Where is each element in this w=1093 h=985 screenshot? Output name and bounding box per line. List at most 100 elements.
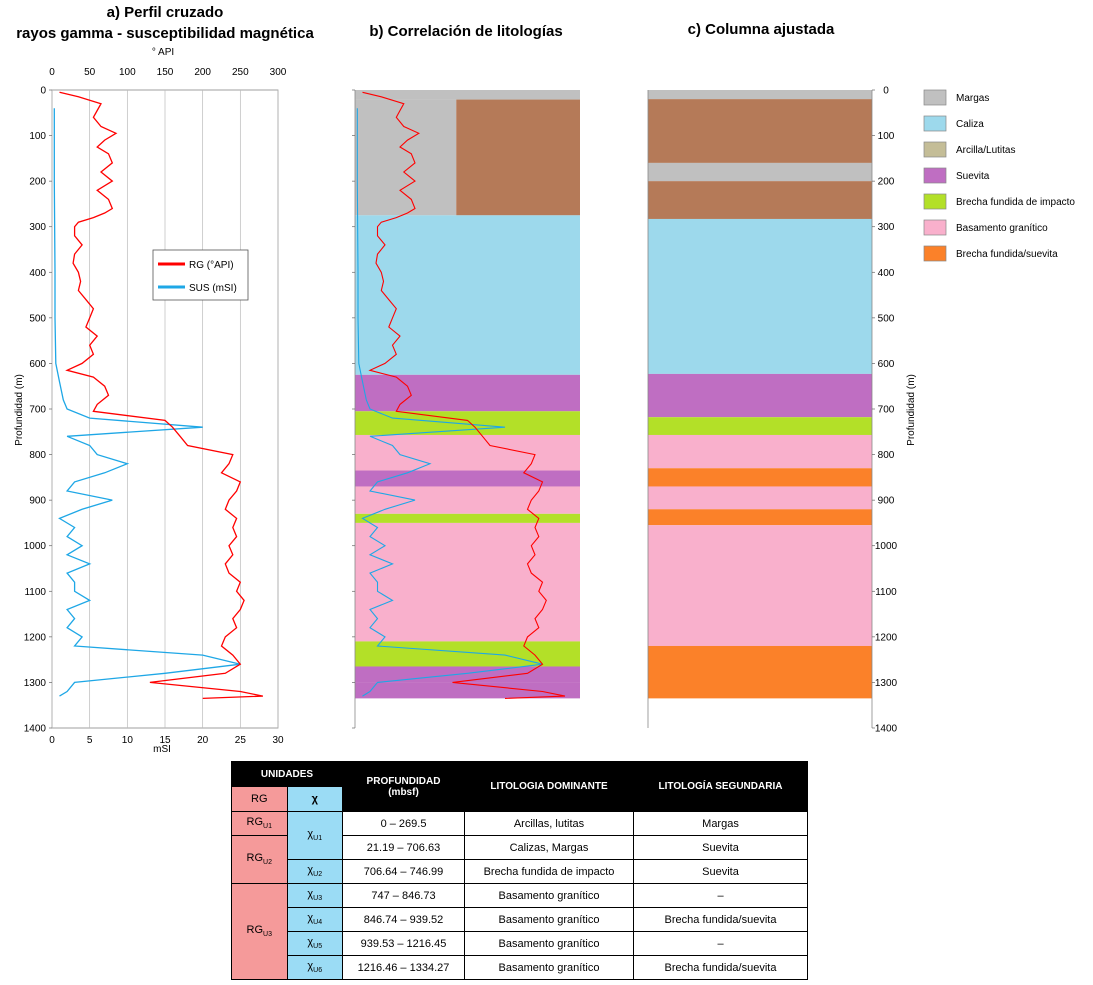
panel-c-y-tick-label: 300 — [878, 222, 895, 233]
table-row-6-depth: 939.53 – 1216.45 — [342, 931, 465, 956]
panel-c-y-tick-label: 600 — [878, 359, 895, 370]
panel-b-band-margas — [355, 99, 457, 216]
table-row-4-segundaria: – — [633, 883, 808, 908]
panel-a-top-ticks: 0 50 100 150 200 250 300 — [49, 67, 287, 78]
chi-u3-cell: χU3 — [286, 883, 343, 908]
panel-c-y-tick-label: 800 — [878, 450, 895, 461]
header-rg: RG — [231, 786, 288, 812]
panel-c-band — [648, 525, 872, 646]
panel-a-y-tick-label: 1200 — [24, 632, 47, 643]
table-row-5-dominante: Basamento granítico — [464, 907, 634, 932]
panel-c-adjusted-column: 0 100 200 300 400 500 600 700 800 900 1000 1100 1200… — [647, 86, 917, 735]
rg-u3-text: RG — [246, 924, 264, 937]
panel-a-crossplot: 0 50 100 150 200 250 300 0 5 10 15 20 25 30 0 100 200 3… — [14, 47, 287, 755]
panel-a-bottom-tick-label: 5 — [87, 735, 93, 746]
rg-u3-sub: U3 — [263, 931, 272, 939]
table-row-3-segundaria: Suevita — [633, 859, 808, 884]
table-row-7-dominante: Basamento granítico — [464, 955, 634, 980]
panel-a-y-tick-label: 1400 — [24, 724, 47, 735]
chi-u5-sub: U5 — [313, 943, 323, 951]
legend-label: Basamento granítico — [956, 223, 1048, 234]
chi-u5-cell: χU5 — [286, 931, 343, 956]
figure-canvas: a) Perfil cruzado rayos gamma - suscepti… — [14, 4, 1075, 755]
panel-b-sus-line — [356, 108, 543, 697]
panel-a-top-tick-label: 0 — [49, 67, 55, 78]
header-segundaria: LITOLOGÍA SEGUNDARIA — [633, 761, 808, 812]
panel-a-grid — [51, 90, 279, 728]
panel-c-y-tick-label: 900 — [878, 496, 895, 507]
panel-b-band — [355, 513, 580, 523]
chi-u6-cell: χU6 — [286, 955, 343, 980]
panel-a-top-tick-label: 50 — [84, 67, 96, 78]
table-row-1-segundaria: Margas — [633, 811, 808, 836]
panel-b-band-brown — [456, 99, 580, 216]
panel-a-top-tick-label: 200 — [194, 67, 211, 78]
header-dominante: LITOLOGIA DOMINANTE — [464, 761, 634, 812]
chi-u1-cell: χU1 — [286, 811, 343, 860]
chi-u2-cell: χU2 — [286, 859, 343, 884]
legend-swatch — [923, 193, 947, 210]
table-row-1-depth: 0 – 269.5 — [342, 811, 465, 836]
panel-a-bottom-tick-label: 20 — [197, 735, 209, 746]
table-row-5-depth: 846.74 – 939.52 — [342, 907, 465, 932]
chi-u4-sub: U4 — [313, 919, 323, 927]
table-row-7-segundaria: Brecha fundida/suevita — [633, 955, 808, 980]
panel-c-y-tick-label: 1000 — [875, 541, 898, 552]
title-b: b) Correlación de litologías — [369, 23, 562, 40]
series-rg-line — [59, 91, 264, 700]
panel-b-correlation — [352, 89, 580, 729]
legend-sus-label: SUS (mSI) — [189, 283, 237, 294]
chi-u1-sub: U1 — [313, 835, 323, 843]
panel-a-top-axis-label: ° API — [152, 47, 174, 58]
panel-b-bands — [355, 90, 580, 699]
table-row-3-dominante: Brecha fundida de impacto — [464, 859, 634, 884]
panel-a-y-tick-label: 1100 — [24, 587, 46, 598]
panel-c-y-tick-label: 200 — [878, 177, 895, 188]
panel-a-bottom-tick-label: 0 — [49, 735, 55, 746]
panel-a-top-tick-label: 250 — [232, 67, 249, 78]
panel-a-top-tick-label: 100 — [119, 67, 136, 78]
panel-a-bottom-tick-label: 25 — [235, 735, 247, 746]
panel-a-top-tick-label: 150 — [157, 67, 174, 78]
table-row-7-depth: 1216.46 – 1334.27 — [342, 955, 465, 980]
table-row-2-segundaria: Suevita — [633, 835, 808, 860]
panel-a-y-tick-label: 200 — [29, 177, 46, 188]
panel-a-y-tick-label: 900 — [29, 496, 46, 507]
panel-a-y-tick-label: 700 — [29, 405, 46, 416]
header-profundidad-unit: (mbsf) — [388, 786, 419, 798]
panel-a-y-tick-label: 1000 — [24, 541, 47, 552]
panel-c-y-axis-label: Profundidad (m) — [906, 374, 917, 446]
panel-b-y-ticks — [352, 89, 355, 729]
panel-c-band — [648, 90, 872, 100]
panel-b-band — [355, 522, 580, 642]
legend-label: Brecha fundida/suevita — [956, 249, 1058, 260]
panel-c-bands — [648, 90, 872, 699]
panel-a-bottom-tick-label: 15 — [159, 735, 171, 746]
chi-u1-text: χ — [307, 828, 314, 841]
panel-c-y-tick-label: 1300 — [875, 678, 898, 689]
table-row-5-segundaria: Brecha fundida/suevita — [633, 907, 808, 932]
table-row-3-depth: 706.64 – 746.99 — [342, 859, 465, 884]
panel-c-band — [648, 468, 872, 487]
panel-b-band — [355, 641, 580, 667]
series-sus-line — [53, 108, 241, 697]
panel-c-band — [648, 434, 872, 469]
chi-u6-sub: U6 — [313, 967, 323, 975]
rg-u1-cell: RGU1 — [231, 811, 288, 836]
table-row-2-dominante: Calizas, Margas — [464, 835, 634, 860]
panel-c-y-ticks: 0 100 200 300 400 500 600 700 800 900 1000 1100 1200… — [872, 86, 898, 735]
chi-u2-sub: U2 — [313, 871, 323, 879]
rg-u2-cell: RGU2 — [231, 835, 288, 884]
panel-a-y-ticks: 0 100 200 300 400 500 600 700 800 900 1000 1100 1200… — [24, 86, 52, 735]
table-row-1-dominante: Arcillas, lutitas — [464, 811, 634, 836]
header-profundidad-text: PROFUNDIDAD — [366, 775, 441, 787]
legend-label: Brecha fundida de impacto — [956, 197, 1075, 208]
rg-u3-cell: RGU3 — [231, 883, 288, 980]
panel-a-y-tick-label: 300 — [29, 222, 46, 233]
chi-u4-cell: χU4 — [286, 907, 343, 932]
panel-c-band — [648, 509, 872, 526]
panel-a-y-tick-label: 100 — [29, 131, 46, 142]
chi-u2-text: χ — [307, 864, 314, 877]
header-profundidad: PROFUNDIDAD (mbsf) — [342, 761, 465, 812]
header-chi: χ — [286, 786, 343, 812]
